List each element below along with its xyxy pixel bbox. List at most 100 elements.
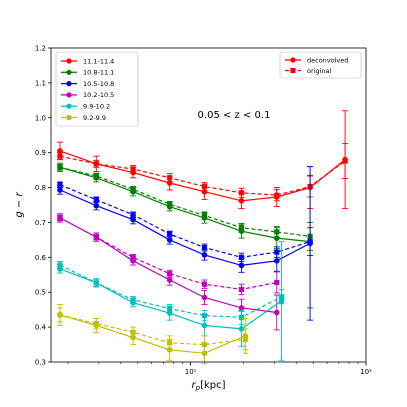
deconvolved-point	[238, 262, 245, 269]
legend-mass: 11.1-11.4 10.8-11.1 10.5-10.8 10.2-10.5 9.9-…	[55, 51, 139, 127]
deconvolved-point	[130, 188, 136, 195]
legend-marker	[66, 81, 72, 87]
y-axis-label: g − r	[14, 192, 25, 218]
deconvolved-point	[166, 180, 173, 186]
legend-label: deconvolved	[307, 56, 348, 64]
axis-layer: 0.3 0.4 0.5 0.6 0.7 0.8 0.9 1.0 1.1 1.2 10¹ 10²	[35, 45, 372, 377]
legend-label: 10.5-10.8	[83, 80, 114, 88]
series-layer	[56, 110, 349, 365]
original-line	[59, 314, 246, 346]
original-point	[167, 231, 173, 237]
legend-label: original	[307, 67, 331, 75]
deconvolved-point	[93, 202, 100, 209]
deconvolved-point	[166, 277, 173, 283]
deconvolved-point	[278, 298, 285, 304]
original-line	[59, 155, 346, 196]
deconvolved-line	[59, 166, 311, 243]
legend-label: 10.8-11.1	[83, 69, 114, 77]
deconvolved-point	[93, 161, 100, 167]
x-tick-label: 10²	[360, 368, 372, 376]
deconvolved-point	[93, 322, 100, 329]
deconvolved-point	[166, 203, 173, 210]
original-point	[238, 286, 245, 293]
legend-mass-box	[55, 51, 139, 127]
y-tick-label: 0.5	[35, 289, 46, 297]
deconvolved-line	[59, 189, 311, 267]
deconvolved-point	[273, 258, 280, 264]
deconvolved-point	[130, 299, 136, 306]
y-tick-label: 0.9	[35, 149, 46, 157]
original-point	[167, 271, 173, 277]
legend-style-box	[279, 51, 362, 79]
deconvolved-point	[238, 198, 245, 204]
original-point	[57, 182, 63, 188]
deconvolved-point	[57, 164, 63, 171]
legend-label: 10.2-10.5	[83, 91, 114, 99]
original-point	[201, 244, 208, 251]
deconvolved-point	[166, 346, 173, 353]
deconvolved-point	[93, 234, 100, 240]
legend-marker	[290, 57, 296, 63]
deconvolved-point	[273, 235, 280, 241]
deconvolved-point	[130, 258, 136, 264]
legend-marker	[66, 92, 72, 98]
deconvolved-point	[166, 310, 173, 316]
legend-label: 9.9-10.2	[83, 103, 110, 111]
y-tick-label: 0.8	[35, 184, 46, 192]
plot-frame	[50, 47, 367, 363]
deconvolved-point	[201, 215, 208, 221]
deconvolved-point	[201, 322, 208, 329]
legend-marker	[66, 58, 72, 64]
original-point	[238, 254, 245, 260]
legend-style: deconvolved original	[279, 51, 362, 79]
y-tick-label: 0.7	[35, 219, 46, 227]
deconvolved-point	[273, 194, 280, 200]
deconvolved-point	[201, 294, 208, 301]
deconvolved-point	[93, 174, 100, 181]
legend-marker	[66, 69, 72, 75]
original-point	[93, 197, 99, 203]
deconvolved-point	[57, 148, 63, 154]
legend-marker	[290, 67, 296, 74]
x-axis-label: rp[kpc]	[191, 380, 225, 392]
series-9.2-9.9	[56, 303, 249, 365]
original-point	[274, 279, 280, 286]
x-tick-label: 10¹	[185, 368, 197, 376]
y-tick-label: 0.3	[35, 359, 46, 367]
series-10.2-10.5	[56, 213, 280, 331]
deconvolved-point	[201, 188, 208, 195]
deconvolved-point	[57, 266, 63, 272]
y-tick-label: 0.4	[35, 324, 47, 332]
legend-label: 9.2-9.9	[83, 114, 106, 122]
deconvolved-point	[238, 326, 245, 332]
legend-label: 11.1-11.4	[83, 57, 114, 65]
deconvolved-point	[57, 215, 63, 221]
deconvolved-point	[130, 334, 136, 341]
deconvolved-point	[273, 309, 280, 316]
redshift-annotation: 0.05 < z < 0.1	[198, 110, 271, 121]
deconvolved-point	[307, 240, 313, 247]
deconvolved-point	[130, 216, 136, 223]
y-tick-label: 1.1	[35, 79, 46, 87]
original-point	[130, 212, 136, 218]
deconvolved-point	[238, 228, 245, 234]
y-tick-label: 1.2	[35, 45, 46, 53]
deconvolved-point	[201, 350, 208, 357]
legend-marker	[66, 114, 72, 121]
deconvolved-point	[201, 252, 208, 258]
deconvolved-point	[342, 156, 348, 163]
series-10.5-10.8	[56, 166, 314, 321]
y-tick-label: 1.0	[35, 114, 46, 122]
deconvolved-point	[93, 280, 100, 286]
deconvolved-point	[238, 305, 245, 311]
deconvolved-line	[59, 314, 246, 354]
deconvolved-point	[166, 237, 173, 243]
deconvolved-point	[130, 169, 136, 176]
original-point	[201, 281, 208, 287]
series-9.9-10.2	[56, 241, 285, 361]
original-line	[59, 184, 311, 258]
deconvolved-point	[57, 312, 63, 318]
legend-marker	[66, 103, 72, 109]
original-line	[59, 166, 311, 237]
